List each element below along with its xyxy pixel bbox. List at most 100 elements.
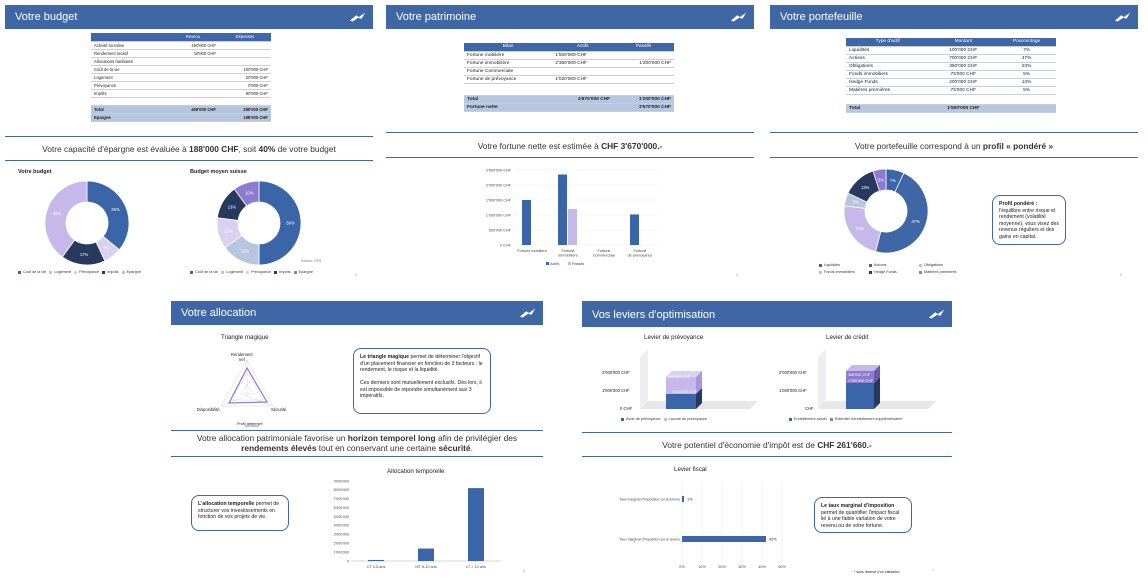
legend-swatch	[568, 262, 571, 265]
triangle-title: Triangle magique	[221, 334, 269, 341]
footnote: * sous réserve d'un validation	[854, 570, 900, 574]
page-number: 4	[736, 273, 738, 277]
slice-label: 17%	[80, 252, 89, 257]
table-row: Prévoyance 0'000 CHF	[91, 81, 271, 90]
total-row: Total 1'500'000 CHF	[846, 104, 1056, 113]
slice-label: 40%	[53, 211, 62, 216]
y-tick-label: 500'000 CHF	[489, 228, 512, 232]
table-row	[91, 97, 271, 106]
legend-swatch	[546, 262, 549, 265]
y-tick-label: 8'000'000	[334, 488, 349, 492]
profile-tagline: Votre portefeuille correspond à un profi…	[854, 141, 1054, 151]
y-tick-label: 2'000'000 CHF	[486, 183, 512, 187]
bar	[682, 496, 684, 502]
table-row: Fonds immobiliers 75'000 CHF 5%	[846, 70, 1056, 79]
table-row: Activité lucrative 450'000 CHF	[91, 41, 271, 50]
assets-segment-front	[666, 394, 696, 409]
table-row	[846, 94, 1056, 105]
bar	[558, 174, 567, 245]
legend-label: Actifs	[550, 262, 559, 266]
logo-icon	[730, 12, 747, 22]
page-number: 6	[523, 569, 525, 573]
data-label: 1%	[687, 497, 693, 501]
slice-label: 50%	[286, 221, 295, 226]
tax-saving-tagline: Votre potentiel d'économie d'impôt est d…	[662, 440, 872, 450]
gap-segment-front	[666, 377, 696, 394]
chart-title: Levier de prévoyance	[644, 334, 704, 341]
portfolio-donut-chart: 7% 47% 23% 5% 13% 5%	[843, 168, 929, 254]
chart-legend: Endettement actuel Potentiel d'endettemen…	[786, 417, 903, 421]
slide-header: Votre patrimoine	[386, 5, 754, 29]
current-debt-front	[846, 383, 874, 409]
slide-title: Votre patrimoine	[396, 11, 477, 23]
chart-legend: Liquidités Actions ObligationsFonds immobi…	[816, 262, 976, 276]
bar	[682, 536, 766, 542]
triangle-top-label: Rendement net	[231, 352, 253, 362]
magic-triangle-chart	[220, 359, 274, 427]
table-row: Coût de la vie 100'000 CHF	[91, 65, 271, 74]
slide-header: Votre budget	[5, 5, 373, 29]
slice-label: 7%	[103, 245, 109, 250]
slide-leviers: Vos leviers d'optimisation Levier de pré…	[582, 301, 952, 581]
chart-legend: Coût de la vie Logement Prévoyance Impôts Ep…	[15, 270, 141, 274]
slice-label: 13%	[228, 204, 237, 209]
table-row: Fortune immobilière 2'350'000 CHF 1'200'00…	[464, 59, 674, 68]
y-tick-label: 1'500'000 CHF	[486, 198, 512, 202]
slice-label: 13%	[861, 185, 870, 190]
slice-label: 5%	[853, 200, 859, 205]
table-row: Rendement locatif 18'000 CHF	[91, 49, 271, 58]
patrimoine-table: Bilan Actifs Passifs Fortune mobilière 1'50…	[464, 43, 674, 112]
bar	[568, 209, 577, 245]
table-row: Actions 700'000 CHF 47%	[846, 54, 1056, 63]
table-row: Fortune de prévoyance 1'020'000 CHF	[464, 75, 674, 84]
table-row: Liquidités 100'000 CHF 7%	[846, 46, 1056, 55]
y-tick-label: 3'000'000	[334, 533, 349, 537]
chart-title: Allocation temporelle	[387, 468, 445, 475]
x-tick-label: Fortune de prévoyance	[628, 249, 653, 258]
slide-budget: Votre budget Revenu Dépenses Activité luc…	[5, 5, 373, 285]
credit-3d-bar	[818, 349, 936, 409]
donut-slice	[86, 180, 130, 251]
portfolio-table: Type d'actif Montant Pourcentage Liquidité…	[846, 38, 1056, 113]
x-tick-label: CT 0-5 ans	[367, 565, 386, 569]
bar	[522, 200, 531, 245]
net-worth-tagline: Votre fortune nette est estimée à CHF 3'…	[477, 141, 663, 151]
y-tick-label: 0 CHF	[500, 243, 512, 247]
bar	[418, 548, 434, 561]
slide-header: Votre allocation	[171, 301, 543, 325]
prevoyance-bottom-label: 1'020'000 CHF	[672, 390, 698, 394]
slide-title: Vos leviers d'optimisation	[592, 309, 716, 321]
source-note: Source: OFS	[301, 259, 322, 263]
y-tick-label: 0	[347, 559, 349, 563]
slide-title: Votre budget	[15, 11, 78, 23]
slide-title: Votre portefeuille	[780, 11, 863, 23]
bar	[468, 488, 484, 561]
donut-slice	[872, 168, 887, 192]
swiss-budget-donut-chart: 50% 15% 12% 13% 10%	[216, 180, 302, 266]
chart-legend: Coût de la vie Logement Prévoyance Impôts Ep…	[187, 270, 313, 274]
y-tick-label: Taux marginal d'imposition sur le revenu	[620, 537, 681, 541]
donut-slice	[233, 180, 260, 207]
slide-header: Votre portefeuille	[770, 5, 1138, 29]
savings-tagline: Votre capacité d'épargne est évaluée à 1…	[42, 144, 336, 154]
y-tick-label: 1'000'000 CHF	[486, 213, 512, 217]
slice-label: 23%	[856, 226, 865, 231]
y-tick-label: 4'000'000	[334, 524, 349, 528]
triangle-left-label: Disponibilité	[197, 407, 220, 412]
chart-title: Levier fiscal	[674, 466, 707, 473]
table-row: Fortune mobilière 1'500'000 CHF	[464, 51, 674, 60]
total-row: Total 468'000 CHF 280'000 CHF	[91, 105, 271, 114]
table-row: Allocations familiales	[91, 57, 271, 66]
data-label: 42%	[769, 537, 777, 541]
slice-label: 12%	[224, 228, 233, 233]
table-row: Matières premières 75'000 CHF 5%	[846, 86, 1056, 95]
temporal-allocation-note: L'allocation temporelle permet de struct…	[191, 495, 289, 531]
table-row: Obligations 350'000 CHF 23%	[846, 62, 1056, 71]
y-tick-label: 2'500'000 CHF	[486, 168, 512, 172]
table-row: Hedge Funds 200'000 CHF 13%	[846, 78, 1056, 87]
temporal-allocation-bar-chart: 9'000'000 8'000'000 7'000'000 6'000'000 5'00…	[334, 479, 501, 569]
donut-slice	[44, 180, 88, 258]
slide-allocation: Votre allocation Triangle magique Rendem…	[171, 301, 543, 581]
y-tick-label: 2'000'000	[334, 542, 349, 546]
logo-icon	[349, 12, 366, 22]
